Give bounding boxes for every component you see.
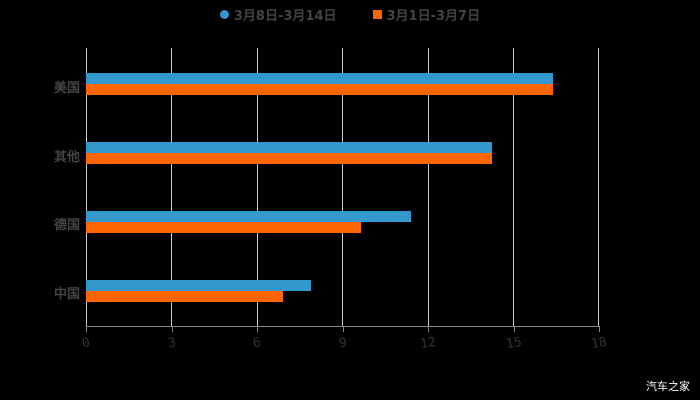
bar[interactable] [86,222,362,233]
x-tick [86,326,87,332]
x-tick [599,326,600,332]
x-tick-label: 3 [166,335,177,352]
circle-marker-icon [219,9,229,19]
plot-area [86,48,599,326]
watermark: 汽车之家 [646,380,690,393]
gridline [598,48,599,326]
x-tick-label: 9 [337,335,348,352]
bar[interactable] [86,153,493,164]
legend-item-series-1[interactable]: 3月8日-3月14日 [219,5,337,24]
gridline [257,48,258,326]
legend-item-series-2[interactable]: 3月1日-3月7日 [372,5,481,24]
x-tick-label: 12 [418,334,438,353]
category-label: 中国 [53,287,80,302]
square-marker-icon [372,9,382,19]
legend-label: 3月8日-3月14日 [233,8,337,24]
x-tick [428,326,429,332]
bar[interactable] [86,142,493,153]
x-tick [257,326,258,332]
category-label: 德国 [53,218,80,233]
x-tick [513,326,515,332]
gridline [342,48,343,326]
gridline [171,48,172,326]
category-label: 美国 [53,81,80,96]
x-tick-label: 6 [251,335,263,352]
legend: 3月8日-3月14日 3月1日-3月7日 [0,4,700,24]
category-label: 其他 [53,150,80,165]
bar[interactable] [86,291,283,302]
x-tick-label: 15 [504,334,523,353]
legend-label: 3月1日-3月7日 [386,8,481,24]
bar[interactable] [86,280,312,291]
gridline [428,48,429,326]
bar[interactable] [86,73,554,84]
x-tick [342,326,344,332]
x-tick-label: 18 [589,334,609,353]
x-tick-label: 0 [80,335,92,352]
gridline [513,48,514,326]
bar[interactable] [86,211,411,222]
gridline [86,48,87,326]
bar[interactable] [86,84,554,95]
x-tick [171,326,173,332]
